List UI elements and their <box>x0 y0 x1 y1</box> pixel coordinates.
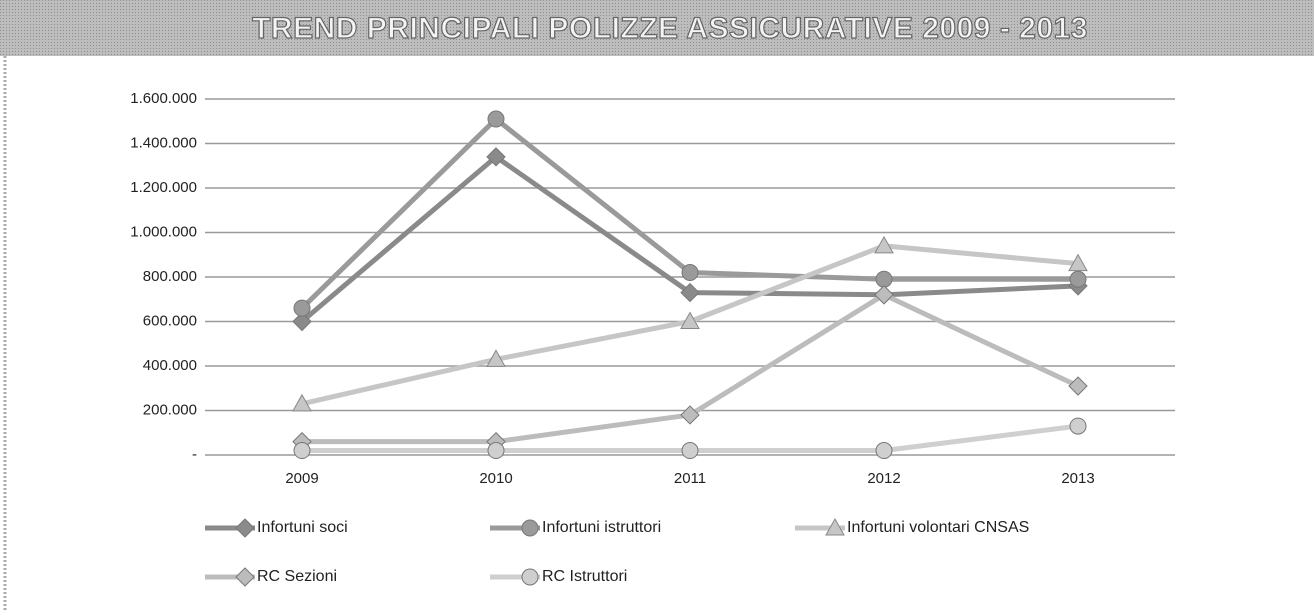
data-point <box>874 285 894 305</box>
data-point <box>486 147 506 167</box>
legend-marker <box>825 517 845 536</box>
x-tick-label: 2011 <box>674 470 706 487</box>
legend-marker <box>235 567 255 587</box>
x-tick-label: 2009 <box>285 470 318 487</box>
y-tick-label: 1.000.000 <box>130 223 197 240</box>
x-tick-label: 2012 <box>867 470 900 487</box>
legend-marker <box>521 519 539 537</box>
legend-marker <box>235 518 255 538</box>
y-tick-label: 1.600.000 <box>130 90 197 107</box>
data-point <box>292 311 312 332</box>
x-tick-label: 2010 <box>479 470 512 487</box>
data-point <box>681 442 699 460</box>
data-point <box>487 442 505 460</box>
title-band <box>0 0 1314 56</box>
x-tick-label: 2013 <box>1061 470 1094 487</box>
data-point <box>1068 376 1088 396</box>
data-point <box>487 110 505 128</box>
legend-marker <box>521 568 539 586</box>
y-tick-label: 1.400.000 <box>130 134 197 151</box>
data-point <box>1068 253 1088 272</box>
data-point <box>1069 417 1087 435</box>
data-point <box>875 270 893 288</box>
data-point <box>875 442 893 460</box>
data-point <box>874 235 894 254</box>
data-point <box>486 349 506 367</box>
legend-label: Infortuni soci <box>257 519 348 536</box>
y-tick-label: 1.200.000 <box>130 179 197 196</box>
data-point <box>1069 270 1087 288</box>
data-point <box>293 299 311 317</box>
chart-title: TREND PRINCIPALI POLIZZE ASSICURATIVE 20… <box>252 12 1088 45</box>
legend-label: Infortuni istruttori <box>542 519 661 536</box>
y-tick-label: 600.000 <box>143 312 197 329</box>
y-tick-label: - <box>192 446 197 463</box>
data-point <box>680 405 700 425</box>
y-tick-label: 200.000 <box>143 401 197 418</box>
data-point <box>680 311 700 329</box>
legend-label: RC Sezioni <box>257 568 337 585</box>
legend-label: Infortuni volontari CNSAS <box>847 519 1029 536</box>
data-point <box>293 442 311 460</box>
legend-label: RC Istruttori <box>542 568 627 585</box>
data-point <box>292 393 312 412</box>
y-tick-label: 400.000 <box>143 357 197 374</box>
data-point <box>680 282 700 303</box>
y-tick-label: 800.000 <box>143 268 197 285</box>
data-point <box>681 264 699 282</box>
